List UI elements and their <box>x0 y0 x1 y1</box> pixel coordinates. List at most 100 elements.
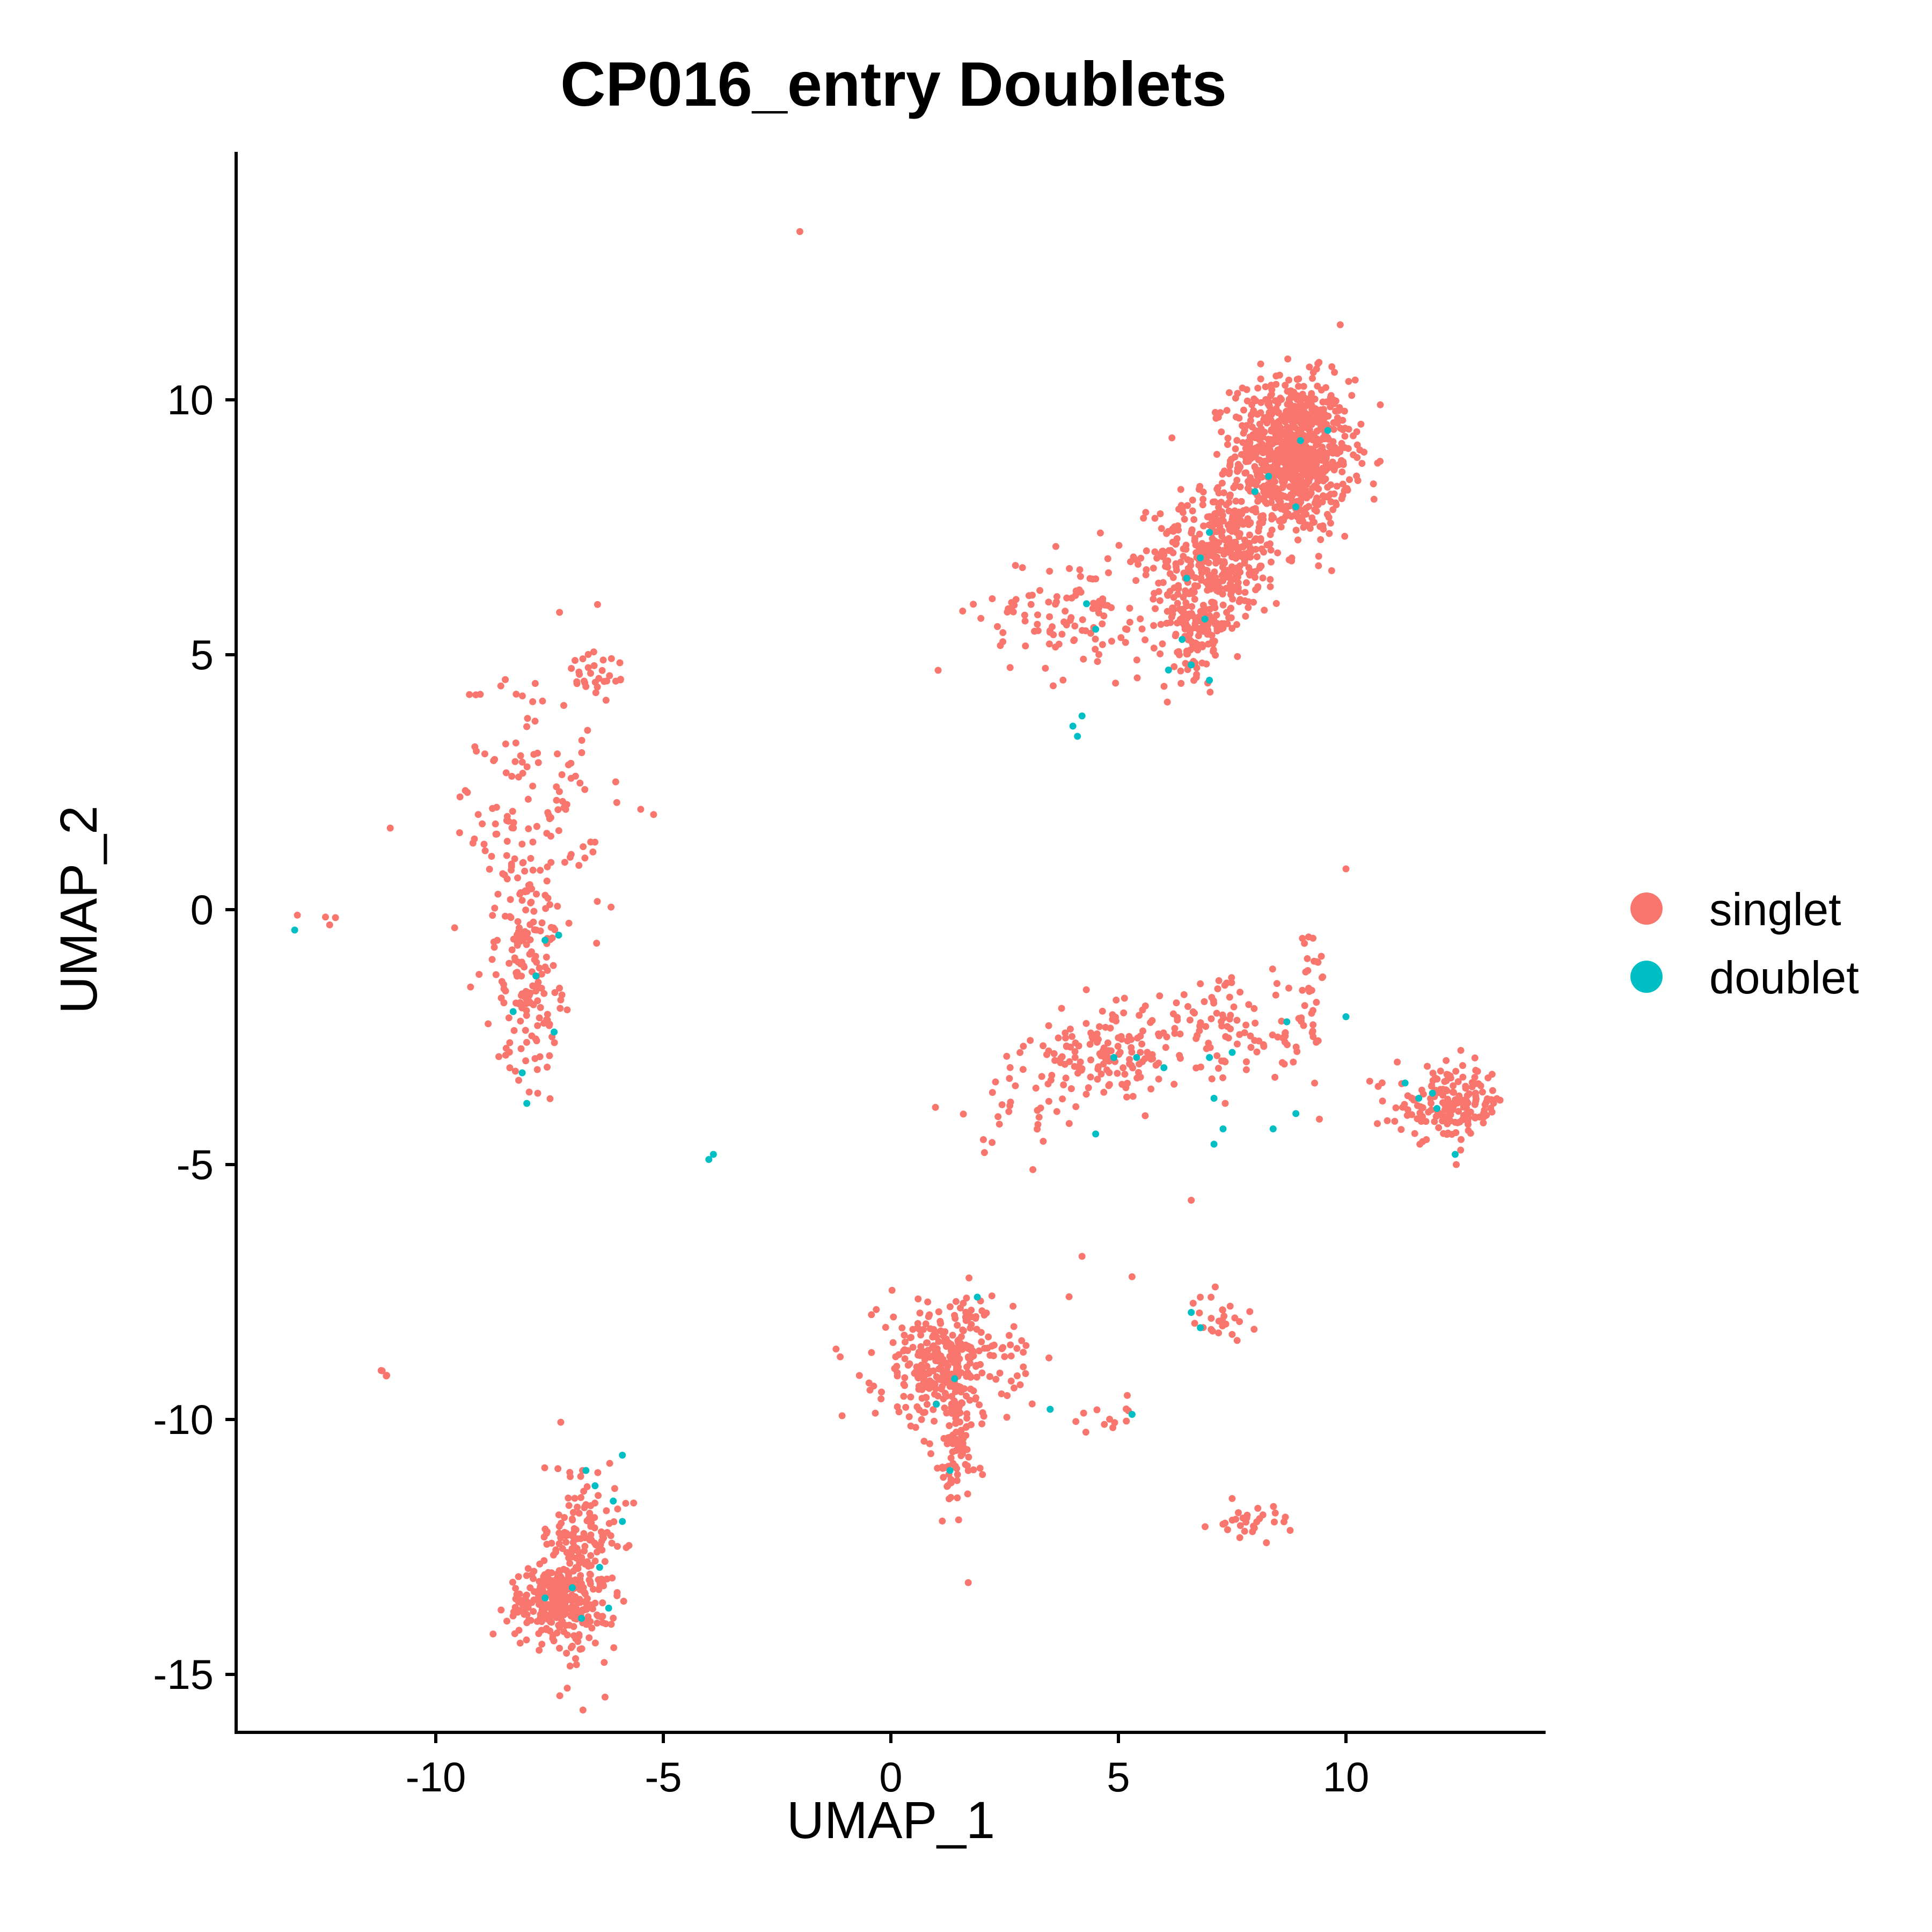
singlet-point <box>1219 1074 1227 1081</box>
singlet-point <box>1218 428 1225 436</box>
singlet-point <box>548 1540 555 1547</box>
singlet-point <box>1155 580 1162 587</box>
singlet-point <box>1267 546 1275 554</box>
singlet-point <box>1007 1099 1014 1106</box>
singlet-point <box>1259 514 1267 521</box>
singlet-point <box>1105 569 1112 576</box>
singlet-point <box>531 1055 539 1062</box>
singlet-point <box>1284 355 1292 363</box>
singlet-point <box>1174 648 1181 656</box>
doublet-point <box>532 972 540 979</box>
singlet-point <box>1201 998 1208 1005</box>
singlet-point <box>1063 594 1071 602</box>
singlet-point <box>581 786 589 793</box>
singlet-point <box>988 1292 996 1300</box>
singlet-point <box>1215 500 1223 507</box>
singlet-point <box>1180 991 1188 998</box>
doublet-point <box>1092 1130 1100 1138</box>
singlet-point <box>1174 1016 1181 1024</box>
singlet-point <box>1423 1136 1430 1143</box>
singlet-point <box>1184 1003 1191 1010</box>
singlet-point <box>1441 1106 1448 1114</box>
singlet-point <box>525 825 532 832</box>
singlet-point <box>599 656 607 664</box>
singlet-point <box>1052 643 1059 651</box>
singlet-point <box>1299 391 1306 398</box>
singlet-point <box>1093 1030 1101 1037</box>
singlet-point <box>1313 461 1320 468</box>
singlet-point <box>1286 400 1294 408</box>
singlet-point <box>598 1538 605 1545</box>
singlet-point <box>1197 1063 1204 1071</box>
singlet-point <box>581 1547 588 1555</box>
singlet-point <box>1007 1341 1014 1349</box>
singlet-point <box>1278 1059 1286 1066</box>
singlet-point <box>1285 376 1292 384</box>
singlet-point <box>1231 453 1239 461</box>
singlet-point <box>599 1619 606 1627</box>
singlet-point <box>994 623 1001 630</box>
singlet-point <box>1040 1042 1047 1050</box>
singlet-point <box>1078 1253 1086 1260</box>
singlet-point <box>506 1039 514 1046</box>
singlet-point <box>533 1066 541 1073</box>
singlet-point <box>1202 1523 1209 1531</box>
singlet-point <box>996 1370 1004 1377</box>
singlet-point <box>964 1579 972 1586</box>
singlet-point <box>1304 967 1312 974</box>
singlet-point <box>524 715 531 722</box>
singlet-point <box>1206 541 1214 548</box>
singlet-point <box>1226 1302 1234 1310</box>
singlet-point <box>583 1517 591 1525</box>
singlet-point <box>589 1585 597 1593</box>
singlet-point <box>1224 1526 1231 1533</box>
singlet-point <box>511 1067 519 1075</box>
singlet-point <box>1233 1016 1241 1024</box>
singlet-point <box>529 982 537 990</box>
singlet-point <box>1050 682 1057 690</box>
singlet-point <box>1274 470 1282 478</box>
singlet-point <box>1238 510 1246 518</box>
singlet-point <box>529 698 537 705</box>
singlet-point <box>907 1393 914 1401</box>
singlet-point <box>534 1089 541 1097</box>
singlet-point <box>517 1045 525 1052</box>
singlet-point <box>1010 1323 1018 1330</box>
singlet-point <box>479 820 486 828</box>
singlet-point <box>1016 1381 1024 1388</box>
singlet-point <box>1092 646 1099 653</box>
doublet-point <box>555 932 562 939</box>
singlet-point <box>1212 414 1220 422</box>
singlet-point <box>561 1598 569 1606</box>
doublet-point <box>933 1401 940 1408</box>
singlet-point <box>1155 1030 1162 1038</box>
singlet-point <box>980 1311 988 1319</box>
singlet-point <box>1454 1078 1462 1085</box>
singlet-point <box>592 689 599 697</box>
singlet-point <box>599 1599 606 1607</box>
singlet-point <box>499 870 507 877</box>
singlet-point <box>1215 489 1223 497</box>
singlet-point <box>1248 423 1256 431</box>
singlet-point <box>963 1373 970 1380</box>
singlet-point <box>1100 1060 1107 1068</box>
singlet-point <box>1045 640 1053 648</box>
singlet-point <box>1232 394 1239 402</box>
singlet-point <box>1080 1409 1087 1417</box>
singlet-point <box>512 1585 519 1592</box>
singlet-point <box>1285 984 1292 992</box>
singlet-point <box>914 1373 921 1381</box>
singlet-point <box>925 1370 933 1377</box>
singlet-point <box>1072 1103 1080 1110</box>
singlet-point <box>530 1575 537 1582</box>
singlet-point <box>917 1343 925 1350</box>
singlet-point <box>1224 1023 1231 1030</box>
singlet-point <box>1264 397 1272 405</box>
singlet-point <box>1232 573 1240 581</box>
singlet-point <box>1328 363 1336 370</box>
singlet-point <box>977 614 985 622</box>
singlet-point <box>1191 574 1199 581</box>
singlet-point <box>536 1578 543 1585</box>
singlet-point <box>518 958 525 966</box>
singlet-point <box>872 1409 879 1417</box>
